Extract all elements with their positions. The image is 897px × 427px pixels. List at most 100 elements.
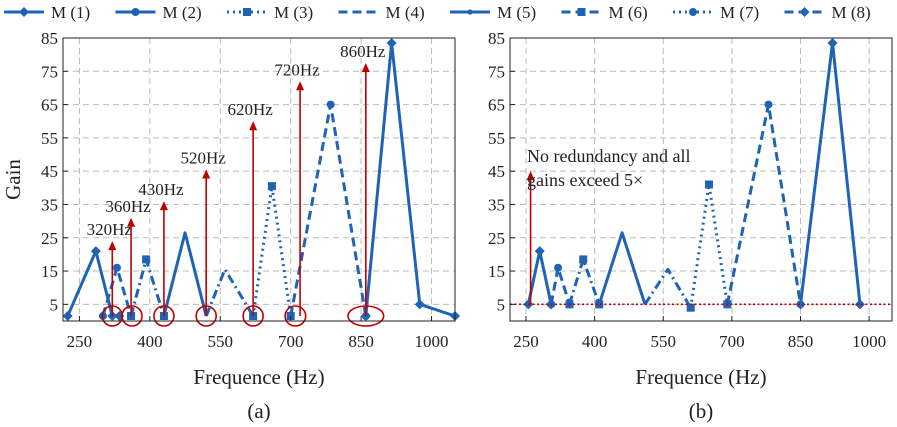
panel-a-series-m-7: [289, 103, 368, 317]
panel-b-xlabel: Frequence (Hz): [635, 365, 766, 389]
legend-label-m-7: M (7): [720, 3, 759, 22]
panel-a-overlap-ellipse: [121, 305, 143, 327]
panel-b-annotation-line: No redundancy and all: [527, 146, 690, 166]
panel-a-series-m-4: [162, 231, 208, 317]
panel-a-ytick-label: 45: [41, 162, 58, 181]
panel-b-point-m-1: [534, 246, 545, 257]
panel-a-plot: [62, 37, 460, 322]
panel-a-point-m-1: [90, 246, 101, 257]
panel-a-xtick-label: 850: [348, 332, 374, 351]
panel-b-point-m-8: [854, 299, 865, 310]
panel-b-annotations: No redundancy and all gains exceed 5×: [510, 146, 892, 306]
panel-a-overlap-ellipse: [284, 305, 307, 327]
panel-b-ytick-label: 85: [488, 29, 505, 48]
panel-a-ytick-label: 25: [41, 229, 58, 248]
panel-a-arrowhead-860hz: [361, 62, 370, 72]
panel-a-ytick-label: 55: [41, 129, 58, 148]
legend-label-m-3: M (3): [274, 3, 313, 22]
panel-a-ytick-label: 75: [41, 62, 58, 81]
panel-b-ytick-label: 45: [488, 162, 505, 181]
panel-a-annotation-label: 360Hz: [105, 197, 151, 216]
legend-marker-m-7: [689, 8, 697, 16]
panel-a-xtick-label: 400: [137, 332, 163, 351]
panel-b-ticks: 5 15 25 35 45 55 65 75 85 250 400 550 700 850 1000: [488, 29, 886, 351]
panel-b-series-m-6: [689, 182, 729, 308]
panel-b-point-m-6: [686, 303, 695, 312]
panel-a-caption: (a): [247, 399, 270, 423]
panel-a-point-m-8: [386, 37, 397, 48]
legend-marker-m-3: [243, 8, 251, 16]
panel-b-xtick-label: 250: [513, 332, 539, 351]
legend-marker-m-6: [577, 8, 586, 16]
panel-b-series-m-4: [597, 231, 647, 305]
panel-a-ytick-label: 5: [50, 295, 59, 314]
panel-b-point-m-8: [795, 299, 806, 310]
panel-b-point-m-3: [579, 255, 588, 264]
legend-label-m-1: M (1): [51, 3, 90, 22]
legend-marker-m-1: [19, 7, 29, 17]
panel-a-xlabel: Frequence (Hz): [193, 365, 324, 389]
panel-b-series-m-1: [526, 249, 553, 305]
panel-b-point-m-6: [705, 180, 714, 189]
panel-a-arrowhead-520hz: [202, 169, 211, 179]
panel-b-ytick-label: 65: [488, 96, 505, 115]
panel-b-ytick-label: 35: [488, 195, 505, 214]
panel-a-arrowhead-620hz: [249, 121, 258, 131]
panel-b-series-m-2: [549, 266, 571, 305]
panel-b-xtick-label: 850: [788, 332, 814, 351]
panel-b-caption: (b): [689, 399, 714, 423]
panel-b-ytick-label: 15: [488, 262, 505, 281]
panel-a-arrowhead-720hz: [296, 81, 305, 91]
panel-a-annotation-label: 520Hz: [181, 149, 227, 168]
panel-a-arrowhead-430hz: [159, 201, 168, 211]
panel-b-xtick-label: 550: [651, 332, 677, 351]
panel-a-ytick-label: 15: [41, 262, 58, 281]
panel-b-ytick-label: 5: [497, 295, 506, 314]
panel-a-annotation-label: 620Hz: [227, 100, 273, 119]
panel-a-point-m-8: [414, 299, 425, 310]
panel-a-arrowhead-360hz: [127, 217, 136, 227]
panel-b-ytick-label: 25: [488, 229, 505, 248]
legend-label-m-2: M (2): [163, 3, 202, 22]
panel-b-point-m-8: [827, 37, 838, 48]
legend-label-m-6: M (6): [609, 3, 648, 22]
panel-b-arrowhead: [526, 171, 535, 181]
panel-a-arrowhead-320hz: [108, 241, 117, 251]
panel-a-xtick-label: 550: [208, 332, 234, 351]
panel-a-series-m-8: [364, 41, 456, 318]
panel-b: No redundancy and all gains exceed 5× 5 15…: [488, 29, 893, 423]
panel-b-series-m-8: [799, 41, 862, 305]
legend-marker-m-2: [131, 8, 140, 16]
panel-a-series-m-6: [251, 184, 293, 317]
panel-a-annotation-label: 720Hz: [274, 60, 320, 79]
panel-b-xtick-label: 400: [582, 332, 608, 351]
panel-b-point-m-7: [764, 100, 773, 109]
legend-label-m-4: M (4): [386, 3, 425, 22]
panel-b-ytick-label: 75: [488, 62, 505, 81]
legend-label-m-5: M (5): [497, 3, 536, 22]
panel-a-ytick-label: 35: [41, 195, 58, 214]
legend-marker-m-8: [799, 7, 810, 17]
panel-a-ytick-label: 85: [41, 29, 58, 48]
panel-b-ytick-label: 55: [488, 129, 505, 148]
legend-marker-m-5: [467, 9, 473, 15]
panel-a-ytick-label: 65: [41, 96, 58, 115]
panel-a-annotation-label: 430Hz: [138, 180, 184, 199]
legend: M (1) M (2) M (3) M (4) M (5) M (6) M (7) M (8): [4, 3, 871, 22]
panel-a-xtick-label: 700: [278, 332, 304, 351]
legend-label-m-8: M (8): [832, 3, 871, 22]
panel-a-axes-frame: [62, 37, 456, 322]
panel-b-xtick-label: 700: [719, 332, 745, 351]
panel-b-annotation-line: gains exceed 5×: [527, 170, 643, 190]
panel-a-point-m-1: [62, 311, 73, 322]
panel-a-annotation-label: 860Hz: [340, 42, 386, 61]
panel-a-xtick-label: 1000: [415, 332, 449, 351]
panel-a-ticks: 5 15 25 35 45 55 65 75 85 250 400 550 700 850 1000: [41, 29, 449, 351]
panel-a-xtick-label: 250: [67, 332, 93, 351]
panel-a-point-m-3: [142, 255, 151, 264]
panel-a-annotation-label: 320Hz: [87, 220, 133, 239]
panel-b-xtick-label: 1000: [852, 332, 886, 351]
